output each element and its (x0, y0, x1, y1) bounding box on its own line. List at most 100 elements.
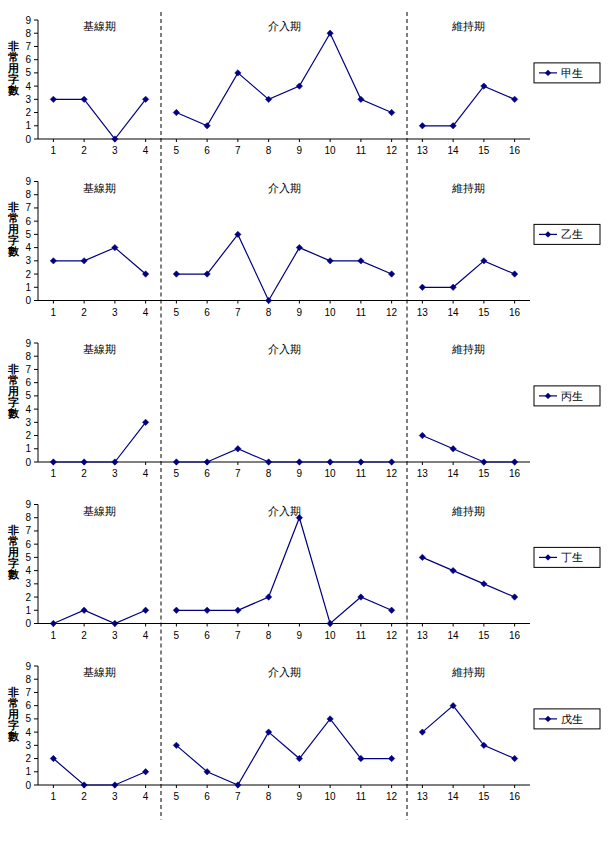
y-tick (34, 583, 38, 584)
marker (235, 607, 241, 613)
marker (81, 782, 87, 788)
y-tick-label: 9 (25, 499, 31, 510)
phase-separator (407, 335, 408, 497)
phase-separator (161, 12, 162, 174)
x-tick (207, 139, 208, 142)
y-tick (34, 422, 38, 423)
y-tick (34, 139, 38, 140)
y-tick-label: 0 (25, 134, 31, 145)
y-axis-title: 非常用字數 (7, 40, 20, 96)
y-tick-label: 9 (25, 338, 31, 349)
y-tick (34, 86, 38, 87)
legend-marker (545, 554, 551, 560)
marker (511, 96, 517, 102)
phase-separator (407, 658, 408, 820)
y-tick-label: 3 (25, 417, 31, 428)
x-tick (299, 624, 300, 627)
x-tick-label: 11 (356, 791, 367, 802)
x-tick (391, 624, 392, 627)
y-tick (34, 260, 38, 261)
marker (388, 459, 394, 465)
y-tick (34, 435, 38, 436)
x-tick-label: 3 (112, 307, 118, 318)
x-tick (453, 624, 454, 627)
marker (112, 136, 118, 142)
phase-label: 維持期 (451, 505, 485, 517)
y-tick (34, 382, 38, 383)
marker (388, 755, 394, 761)
x-tick-label: 1 (51, 307, 57, 318)
x-tick (268, 139, 269, 142)
marker (511, 271, 517, 277)
phase-label: 介入期 (268, 666, 301, 678)
x-tick-label: 7 (235, 307, 241, 318)
y-tick-label: 2 (25, 107, 31, 118)
y-tick-label: 5 (25, 552, 31, 563)
x-tick (483, 301, 484, 304)
x-tick (330, 301, 331, 304)
x-tick (299, 139, 300, 142)
data-group (50, 231, 518, 304)
x-tick-label: 11 (356, 468, 367, 479)
y-tick (34, 395, 38, 396)
x-tick (453, 139, 454, 142)
y-tick (34, 72, 38, 73)
x-tick-label: 1 (51, 791, 57, 802)
x-tick (360, 624, 361, 627)
x-tick (176, 139, 177, 142)
marker (265, 729, 271, 735)
y-tick (34, 623, 38, 624)
x-tick (453, 462, 454, 465)
phase-label: 介入期 (268, 343, 301, 355)
marker (81, 96, 87, 102)
phase-separator (161, 335, 162, 497)
x-tick (237, 462, 238, 465)
marker (327, 30, 333, 36)
x-tick (299, 785, 300, 788)
y-axis (38, 20, 39, 139)
marker (204, 271, 210, 277)
y-tick (34, 530, 38, 531)
y-tick-label: 9 (25, 661, 31, 672)
x-tick (360, 301, 361, 304)
phase-separator (407, 497, 408, 659)
legend-label: 乙生 (561, 228, 583, 240)
y-axis (38, 505, 39, 624)
y-tick (34, 343, 38, 344)
x-tick (114, 301, 115, 304)
legend-box (534, 547, 600, 567)
marker (327, 459, 333, 465)
marker (481, 83, 487, 89)
phase-label: 介入期 (268, 20, 301, 32)
marker (204, 769, 210, 775)
y-tick-label: 9 (25, 15, 31, 26)
y-tick (34, 597, 38, 598)
y-tick (34, 557, 38, 558)
marker (388, 109, 394, 115)
x-tick (299, 301, 300, 304)
x-tick-label: 13 (417, 307, 429, 318)
y-tick-label: 2 (25, 269, 31, 280)
data-group (50, 419, 518, 465)
y-tick (34, 570, 38, 571)
y-tick (34, 517, 38, 518)
x-tick-label: 15 (478, 145, 490, 156)
phase-label: 基線期 (83, 666, 116, 678)
x-tick (53, 139, 54, 142)
y-tick (34, 181, 38, 182)
x-tick-label: 7 (235, 630, 241, 641)
y-tick-label: 1 (25, 282, 31, 293)
y-tick-label: 4 (25, 81, 31, 92)
y-tick (34, 448, 38, 449)
y-tick (34, 732, 38, 733)
x-tick-label: 13 (417, 145, 429, 156)
x-tick-label: 12 (386, 791, 398, 802)
y-axis-title: 非常用字數 (7, 524, 20, 580)
phase-separator (407, 12, 408, 174)
x-tick-label: 10 (325, 468, 337, 479)
y-tick-label: 7 (25, 41, 31, 52)
marker (204, 123, 210, 129)
marker (173, 742, 179, 748)
x-tick-label: 13 (417, 630, 429, 641)
x-tick (207, 785, 208, 788)
